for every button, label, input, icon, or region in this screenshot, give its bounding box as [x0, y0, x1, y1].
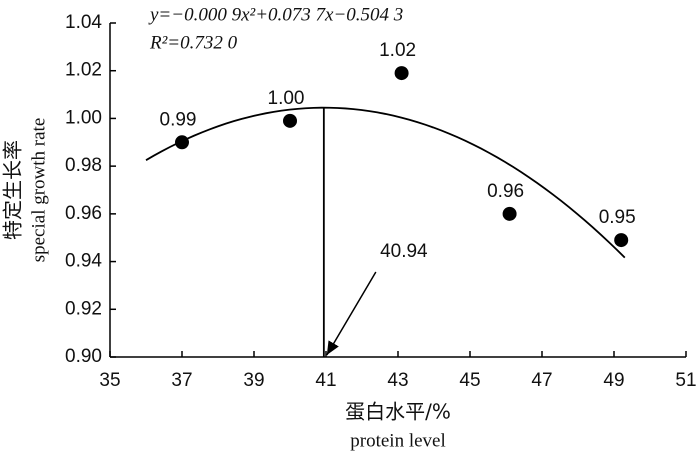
data-point — [175, 135, 189, 150]
data-point — [502, 206, 517, 221]
y-tick-label: 0.98 — [65, 155, 102, 176]
r-squared: R²=0.732 0 — [149, 32, 238, 53]
annotation-arrow — [326, 271, 377, 356]
equation: y=−0.000 9x²+0.073 7x−0.504 3 — [148, 4, 403, 25]
data-label: 0.99 — [160, 109, 197, 130]
data-label: 0.96 — [487, 181, 524, 202]
data-label: 1.02 — [379, 40, 416, 61]
y-tick-label: 0.94 — [65, 251, 102, 272]
y-tick-label: 1.02 — [65, 60, 102, 81]
data-label: 0.95 — [599, 207, 636, 228]
x-tick-label: 39 — [243, 370, 264, 391]
y-tick-label: 0.90 — [65, 346, 102, 367]
x-tick-label: 41 — [315, 370, 336, 391]
x-tick-label: 49 — [603, 370, 624, 391]
data-point — [614, 233, 629, 248]
x-tick-label: 45 — [459, 370, 480, 391]
x-tick-label: 35 — [99, 370, 120, 391]
x-tick-label: 51 — [675, 370, 696, 391]
y-tick-label: 1.04 — [65, 12, 102, 33]
data-point — [394, 66, 409, 81]
x-axis-label-en: protein level — [350, 430, 446, 451]
x-tick-label: 37 — [171, 370, 192, 391]
y-axis-label: 特定生长率 — [1, 140, 25, 240]
annotation-label: 40.94 — [380, 241, 428, 262]
y-axis-label-en: special growth rate — [28, 118, 49, 263]
y-tick-label: 0.92 — [65, 298, 102, 319]
x-tick-label: 43 — [387, 370, 408, 391]
fit-curve — [145, 106, 626, 259]
data-point — [283, 113, 297, 128]
x-tick-label: 47 — [531, 370, 552, 391]
data-label: 1.00 — [268, 88, 305, 109]
x-axis-label: 蛋白水平/% — [345, 400, 451, 424]
y-tick-label: 1.00 — [65, 107, 102, 128]
y-tick-label: 0.96 — [65, 203, 102, 224]
